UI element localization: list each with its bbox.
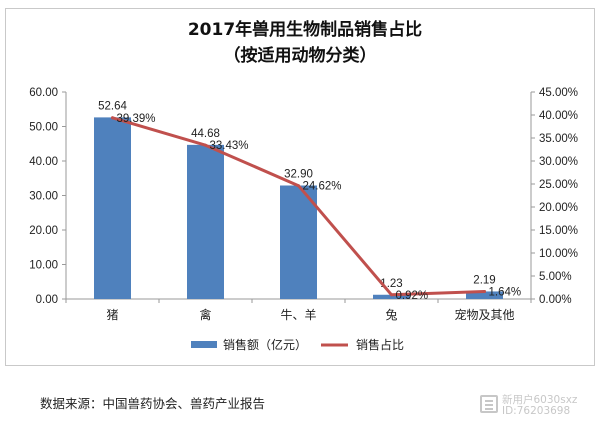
share-point bbox=[204, 143, 207, 147]
y-right-ticks: 0.00% 5.00% 10.00% 15.00% 20.00% 25.00% 30.00%… bbox=[531, 87, 578, 306]
bar-value-label: 44.68 bbox=[191, 128, 220, 140]
y-right-tick-label: 40.00% bbox=[539, 110, 578, 122]
bar bbox=[94, 117, 131, 299]
line-series bbox=[111, 116, 486, 297]
chart-title: 2017年兽用生物制品销售占比 bbox=[188, 19, 422, 40]
share-point bbox=[297, 184, 300, 188]
category-label: 猪 bbox=[106, 308, 118, 322]
category-label: 兔 bbox=[385, 307, 397, 322]
y-left-tick-label: 50.00 bbox=[29, 122, 58, 134]
chart-frame: 2017年兽用生物制品销售占比 （按适用动物分类） 0.00 10.00 20.00… bbox=[5, 8, 595, 366]
category-label: 牛、羊 bbox=[280, 307, 316, 322]
share-value-label: 33.43% bbox=[210, 140, 249, 152]
share-point bbox=[483, 289, 486, 293]
bar-value-label: 2.19 bbox=[473, 274, 495, 286]
y-right-tick-label: 5.00% bbox=[539, 271, 572, 283]
y-left-tick-label: 10.00 bbox=[29, 260, 58, 272]
y-left-tick-label: 30.00 bbox=[29, 191, 58, 203]
bar bbox=[373, 294, 410, 299]
watermark-logo-icon bbox=[480, 395, 498, 413]
bar bbox=[466, 291, 503, 299]
bar bbox=[280, 185, 317, 299]
y-right-tick-label: 30.00% bbox=[539, 156, 578, 168]
y-right-tick-label: 25.00% bbox=[539, 179, 578, 191]
y-right-tick-label: 35.00% bbox=[539, 133, 578, 145]
y-right-tick-label: 0.00% bbox=[539, 294, 572, 306]
y-left-ticks: 0.00 10.00 20.00 30.00 40.00 50.00 60.00 bbox=[29, 87, 66, 306]
y-right-tick-label: 15.00% bbox=[539, 225, 578, 237]
legend-label-share: 销售占比 bbox=[356, 337, 404, 352]
y-left-tick-label: 20.00 bbox=[29, 225, 58, 237]
legend: 销售额（亿元） 销售占比 bbox=[191, 337, 404, 352]
bar-series bbox=[94, 117, 503, 299]
x-category-ticks bbox=[65, 299, 532, 303]
source-note: 数据来源：中国兽药协会、兽药产业报告 bbox=[40, 396, 266, 411]
share-value-label: 39.39% bbox=[117, 113, 156, 125]
watermark-id: ID:76203698 bbox=[502, 405, 571, 417]
y-left-tick-label: 40.00 bbox=[29, 156, 58, 168]
share-value-label: 0.92% bbox=[396, 290, 429, 302]
y-right-tick-label: 10.00% bbox=[539, 248, 578, 260]
y-left-tick-label: 0.00 bbox=[36, 294, 58, 306]
category-label: 宠物及其他 bbox=[454, 307, 514, 322]
legend-swatch-sales bbox=[191, 341, 217, 348]
y-right-tick-label: 45.00% bbox=[539, 87, 578, 99]
watermark: 新用户6030sxz ID:76203698 bbox=[480, 392, 596, 418]
bar-value-label: 32.90 bbox=[284, 168, 313, 180]
watermark-username: 新用户6030sxz bbox=[502, 394, 578, 406]
chart-subtitle: （按适用动物分类） bbox=[224, 45, 377, 66]
share-value-label: 1.64% bbox=[489, 286, 522, 298]
legend-label-sales: 销售额（亿元） bbox=[223, 337, 307, 352]
category-label: 禽 bbox=[199, 307, 211, 322]
bar-value-label: 52.64 bbox=[98, 100, 127, 112]
share-point bbox=[111, 116, 114, 120]
y-right-tick-label: 20.00% bbox=[539, 202, 578, 214]
share-point bbox=[390, 293, 393, 297]
bar bbox=[187, 144, 224, 299]
share-value-label: 24.62% bbox=[303, 181, 342, 193]
line-value-labels: 39.39% 33.43% 24.62% 0.92% 1.64% bbox=[117, 113, 522, 302]
chart-svg: 2017年兽用生物制品销售占比 （按适用动物分类） 0.00 10.00 20.00… bbox=[29, 19, 578, 352]
y-left-tick-label: 60.00 bbox=[29, 87, 58, 99]
category-labels: 猪 禽 牛、羊 兔 宠物及其他 bbox=[106, 307, 514, 322]
